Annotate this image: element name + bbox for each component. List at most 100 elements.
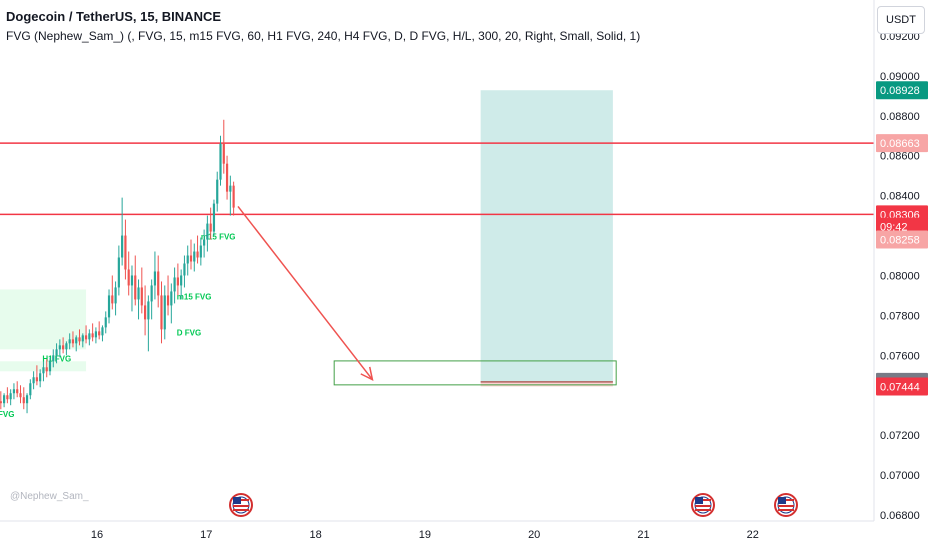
candle-body <box>94 331 98 338</box>
candle-body <box>68 339 71 344</box>
candle <box>134 255 137 306</box>
candle <box>94 327 98 344</box>
price-tag-bg <box>876 134 928 153</box>
candle-body <box>9 393 12 400</box>
candle <box>222 119 225 174</box>
candle-body <box>88 333 91 340</box>
candle <box>0 391 2 410</box>
candle-body <box>84 335 88 340</box>
price-tag: 0.08663 <box>876 134 928 153</box>
us-flag-event-icon[interactable] <box>229 493 253 517</box>
candle-body <box>206 223 209 240</box>
candle <box>91 323 94 342</box>
us-flag-event-icon[interactable] <box>774 493 798 517</box>
candle <box>232 181 235 216</box>
y-tick-label: 0.06800 <box>880 510 920 522</box>
candle-body <box>170 291 173 306</box>
candle <box>153 251 157 300</box>
fvg-label: D FVG <box>177 328 201 337</box>
candle <box>39 369 42 388</box>
candle <box>25 393 29 414</box>
candle-body <box>65 343 68 350</box>
candle <box>98 321 101 340</box>
target-zone[interactable] <box>480 90 613 382</box>
candle-body <box>121 235 124 258</box>
candle <box>48 357 52 376</box>
candle-body <box>189 255 193 262</box>
candle-body <box>52 355 55 362</box>
candle-body <box>101 327 104 336</box>
y-tick-label: 0.08800 <box>880 111 920 123</box>
indicator-legend[interactable]: FVG (Nephew_Sam_) (, FVG, 15, m15 FVG, 6… <box>6 29 641 43</box>
candle-body <box>153 271 157 286</box>
candle-body <box>229 185 232 192</box>
price-tag-label: 0.08928 <box>880 85 920 97</box>
candle-body <box>150 285 153 302</box>
candle <box>117 245 120 296</box>
x-tick-label: 18 <box>309 529 321 541</box>
fvg-label: m15 FVG <box>177 292 212 301</box>
candle-body <box>48 361 52 372</box>
candle-body <box>12 389 16 394</box>
candle <box>32 371 35 390</box>
candle <box>35 365 38 386</box>
candle <box>81 333 84 348</box>
candle <box>6 387 9 404</box>
candle-body <box>39 373 42 382</box>
candle-body <box>163 295 166 330</box>
projection-arrow[interactable] <box>237 205 374 381</box>
candle <box>2 393 6 408</box>
candle-body <box>219 143 222 180</box>
stop-zone[interactable] <box>480 381 613 387</box>
candle <box>55 343 58 364</box>
us-flag-event-icon[interactable] <box>691 493 715 517</box>
candle <box>199 237 202 266</box>
candle-body <box>107 295 111 318</box>
price-tag: 0.08258 <box>876 230 928 249</box>
arrow-head <box>360 366 374 382</box>
candle-body <box>25 395 29 404</box>
candle <box>196 235 199 264</box>
candle-body <box>0 401 2 404</box>
candle <box>121 197 124 266</box>
candle-body <box>111 295 114 304</box>
x-tick-label: 16 <box>91 529 103 541</box>
candle <box>157 255 160 308</box>
candle-body <box>160 295 163 330</box>
currency-button[interactable]: USDT <box>877 6 925 34</box>
candle <box>65 341 68 356</box>
candle <box>143 285 147 336</box>
price-tag-label: 0.08258 <box>880 235 920 247</box>
candle-body <box>6 395 9 400</box>
x-tick-label: 22 <box>747 529 759 541</box>
candle <box>107 289 111 324</box>
candle <box>189 239 193 270</box>
price-tag-bg <box>876 230 928 249</box>
candle-body <box>19 393 22 398</box>
x-tick-label: 21 <box>637 529 649 541</box>
candle-body <box>209 223 212 232</box>
candle-body <box>193 251 196 262</box>
candle <box>12 383 16 400</box>
candle-body <box>104 317 107 328</box>
fvg-zone <box>0 289 87 350</box>
candle <box>75 335 78 352</box>
candle <box>166 275 170 316</box>
candle-body <box>166 295 170 306</box>
candle-body <box>117 257 120 288</box>
projection-box[interactable] <box>333 360 617 386</box>
candle-body <box>127 269 130 286</box>
candle <box>176 263 179 296</box>
y-tick-label: 0.08400 <box>880 191 920 203</box>
candle <box>58 339 61 358</box>
candle-body <box>114 287 117 304</box>
candle <box>42 361 45 382</box>
candle <box>212 199 216 236</box>
y-tick-label: 0.07000 <box>880 470 920 482</box>
candle-body <box>98 331 101 336</box>
candle-body <box>71 339 75 344</box>
candle-body <box>222 143 225 164</box>
candle-body <box>183 263 186 276</box>
candle <box>173 267 176 304</box>
